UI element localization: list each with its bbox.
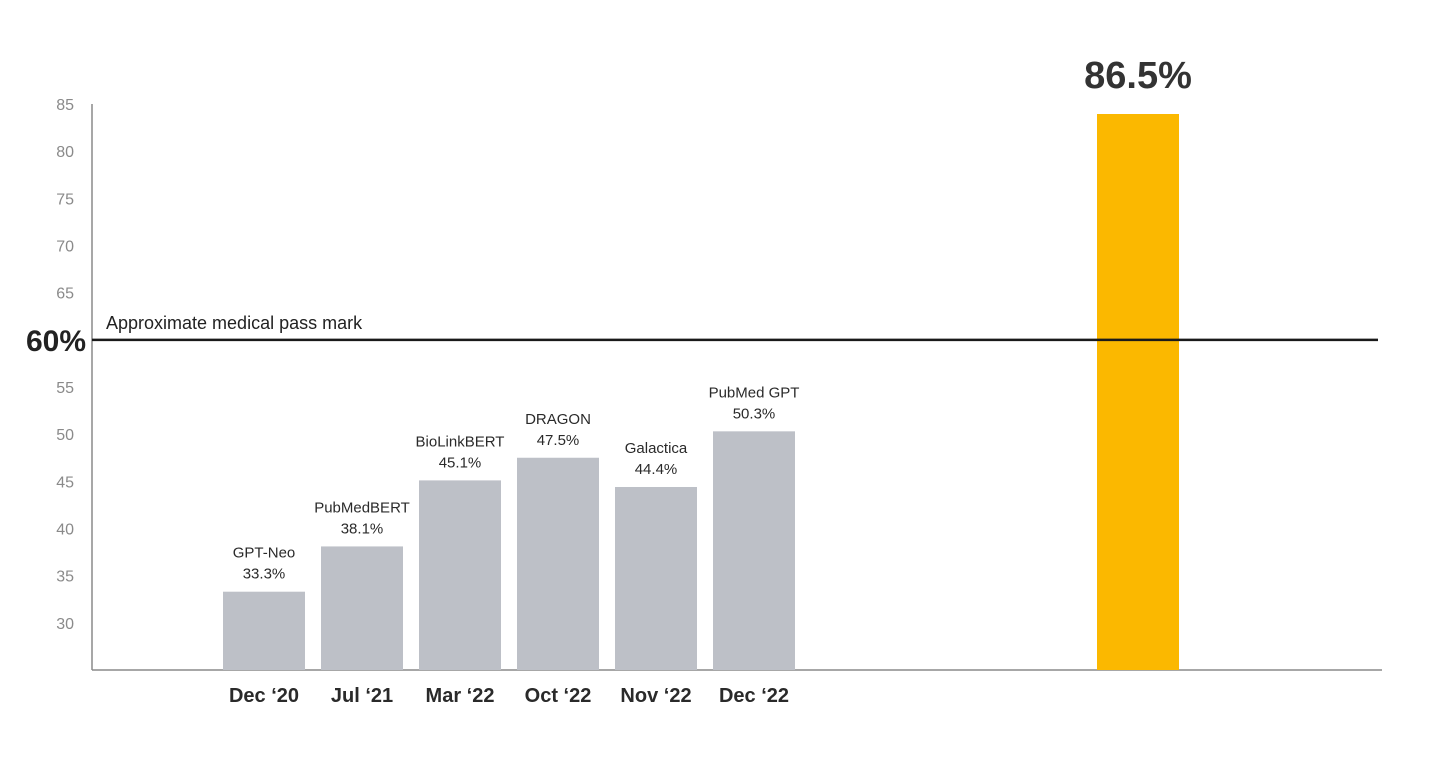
y-tick-label: 30 (56, 616, 74, 633)
pass-mark-value-label: 60% (26, 325, 86, 358)
bar (419, 480, 501, 670)
bar-name-label: DRAGON (525, 411, 591, 428)
bar (223, 591, 305, 670)
bar (713, 431, 795, 670)
x-tick-label: Nov ‘22 (620, 685, 691, 707)
bar-value-label: 47.5% (537, 432, 580, 449)
highlight-bar (1097, 114, 1179, 670)
bar (615, 486, 697, 670)
x-tick-label: Oct ‘22 (525, 685, 592, 707)
bar-name-label: Galactica (625, 440, 688, 457)
y-tick-label: 85 (56, 97, 74, 114)
highlight-bar-value-label: 86.5% (1084, 55, 1192, 97)
x-tick-label: Mar ‘22 (426, 685, 495, 707)
y-tick-label: 70 (56, 239, 74, 256)
y-tick-label: 45 (56, 474, 74, 491)
bar-name-label: GPT-Neo (233, 545, 296, 562)
y-tick-label: 40 (56, 522, 74, 539)
bar (517, 457, 599, 670)
bar-value-label: 44.4% (635, 461, 678, 478)
y-tick-label: 50 (56, 427, 74, 444)
y-tick-label: 35 (56, 569, 74, 586)
bar-name-label: PubMed GPT (709, 384, 800, 401)
bar-value-label: 45.1% (439, 454, 482, 471)
bar-name-label: PubMedBERT (314, 499, 410, 516)
bar-value-label: 50.3% (733, 405, 776, 422)
y-tick-label: 75 (56, 191, 74, 208)
y-tick-label: 80 (56, 144, 74, 161)
bar-value-label: 38.1% (341, 520, 384, 537)
x-tick-label: Jul ‘21 (331, 685, 393, 707)
bar-name-label: BioLinkBERT (416, 433, 505, 450)
bar-value-label: 33.3% (243, 566, 286, 583)
y-tick-label: 65 (56, 286, 74, 303)
x-tick-label: Dec ‘22 (719, 685, 789, 707)
y-tick-label: 55 (56, 380, 74, 397)
pass-mark-label: Approximate medical pass mark (106, 313, 363, 333)
x-tick-label: Dec ‘20 (229, 685, 299, 707)
bar (321, 546, 403, 670)
